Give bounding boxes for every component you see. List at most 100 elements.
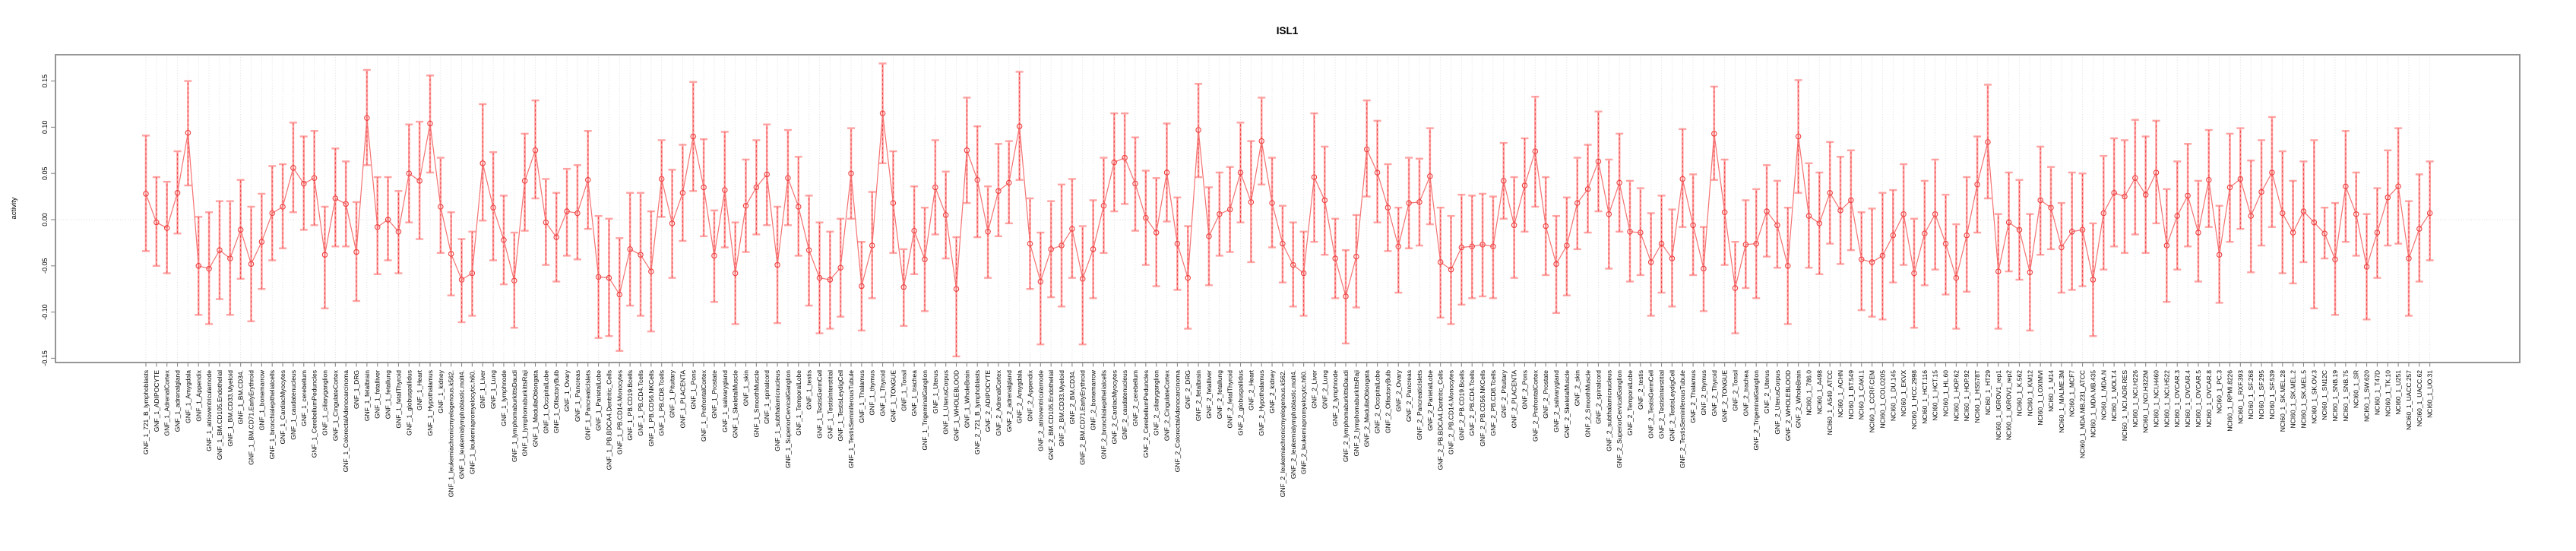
x-tick-label: NCI60_1_OVCAR.3 — [2173, 370, 2181, 428]
error-bar — [362, 68, 371, 166]
x-tick-label: GNF_2_Thalamus — [1689, 370, 1697, 423]
y-tick-label: -0.05 — [41, 258, 49, 274]
error-bar — [1983, 84, 1992, 200]
x-tick-label: NCI60_1_SF.268 — [2247, 370, 2255, 420]
x-tick-label: NCI60_1_KM12 — [2026, 370, 2033, 416]
x-tick-label: GNF_1_Tonsil — [900, 370, 907, 411]
data-point-marker — [985, 229, 991, 235]
x-tick-label: GNF_2_OlfactoryBulb — [1384, 370, 1391, 433]
data-point-marker — [1964, 232, 1970, 239]
data-point-marker — [1490, 243, 1496, 250]
data-point-marker — [764, 171, 770, 178]
data-point-marker — [1932, 211, 1938, 217]
series-line — [145, 113, 2431, 299]
error-bars — [142, 62, 2434, 358]
x-tick-label: GNF_1_CardiacMyocytes — [279, 370, 286, 444]
x-tick-label: NCI60_1_NCI.H226 — [2131, 370, 2139, 428]
data-point-marker — [1269, 200, 1275, 206]
x-tick-label: NCI60_1_OVCAR.8 — [2205, 370, 2213, 428]
x-tick-label: NCI60_1_SF.539 — [2268, 370, 2276, 420]
error-bar — [2310, 139, 2318, 309]
data-point-marker — [521, 178, 528, 184]
x-tick-label: GNF_1_SuperiorCervicalGanglion — [784, 370, 792, 468]
data-point-marker — [974, 176, 980, 183]
error-bar — [384, 176, 392, 261]
data-point-marker — [2059, 244, 2065, 251]
y-tick-label: -0.10 — [41, 304, 49, 320]
data-point-marker — [1237, 169, 1244, 176]
x-tick-label: GNF_2_SuperiorCervicalGanglion — [1616, 370, 1623, 468]
x-tick-label: GNF_1_leukemiachronicmyelogenous.k562. — [448, 370, 455, 497]
x-tick-label: GNF_2_PancreaticIslets — [1416, 370, 1423, 440]
x-tick-label: GNF_1_BM.CD105.Endothelial — [216, 370, 223, 460]
x-tick-label: GNF_2_Amygdala — [1016, 370, 1024, 423]
error-bar — [142, 135, 150, 252]
x-tick-label: NCI60_1_SF.295 — [2258, 370, 2265, 420]
data-point-marker — [1595, 158, 1602, 165]
x-tick-label: GNF_1_caudatenucleus — [290, 370, 297, 440]
data-point-marker — [1869, 259, 1875, 265]
error-bar — [1468, 195, 1476, 299]
x-tick-label: GNF_2_lymphomaburkittsRaji — [1353, 370, 1360, 456]
x-tick-label: NCI60_1_A549_ATCC — [1826, 370, 1834, 435]
data-point-marker — [1543, 223, 1549, 230]
data-point-marker — [1185, 274, 1191, 281]
data-point-marker — [153, 219, 160, 226]
x-tick-label: NCI60_1_U251 — [2394, 370, 2402, 415]
x-tick-label: GNF_2_Tonsil — [1732, 370, 1739, 411]
x-tick-label: GNF_1_fetalbrain — [363, 370, 371, 421]
data-point-marker — [290, 165, 296, 171]
data-point-marker — [711, 252, 717, 259]
data-point-marker — [1942, 240, 1949, 247]
x-tick-label: GNF_2_ADIPOCYTE — [984, 370, 992, 432]
data-point-marker — [469, 270, 476, 277]
plot-frame — [55, 54, 2521, 363]
data-point-marker — [701, 184, 707, 191]
data-point-marker — [648, 268, 654, 274]
data-point-marker — [2048, 204, 2054, 211]
data-point-marker — [638, 252, 644, 258]
data-point-marker — [364, 115, 370, 121]
error-bar — [1015, 71, 1024, 181]
data-point-marker — [1363, 146, 1370, 153]
data-point-marker — [501, 237, 507, 243]
x-tick-label: NCI60_1_HOP.92 — [1963, 370, 1970, 422]
data-point-marker — [311, 175, 318, 182]
error-bar — [479, 103, 487, 222]
data-point-marker — [690, 133, 697, 140]
data-point-marker — [395, 229, 402, 235]
y-tick-label: -0.15 — [41, 350, 49, 366]
x-tick-label: GNF_1_skin — [742, 370, 750, 407]
x-tick-label: GNF_1_PB.CD14.Monocytes — [616, 370, 623, 454]
y-tick-label: 0.10 — [41, 121, 49, 135]
data-point-marker — [616, 291, 623, 298]
data-point-marker — [1479, 242, 1486, 248]
data-point-marker — [1616, 179, 1622, 186]
x-tick-label: GNF_2_Prostate — [1542, 370, 1549, 419]
x-tick-label: NCI60_1_SK.OV.3 — [2310, 370, 2318, 424]
data-point-marker — [2363, 264, 2370, 270]
x-tick-label: GNF_1_TestisSeminiferousTubule — [847, 370, 855, 468]
error-bar — [1489, 195, 1497, 299]
x-tick-label: NCI60_1_HL.60 — [1942, 370, 1950, 416]
data-point-marker — [827, 277, 834, 283]
x-tick-label: GNF_1_leukemiapromyelocytic.h60. — [468, 370, 476, 474]
data-point-marker — [1764, 208, 1770, 214]
x-tick-label: GNF_2_lymphnode — [1331, 370, 1339, 426]
data-point-marker — [1606, 211, 1612, 217]
data-point-marker — [438, 204, 444, 210]
data-point-marker — [1343, 293, 1349, 299]
data-point-marker — [185, 129, 191, 136]
data-point-marker — [2163, 242, 2170, 249]
data-point-marker — [1132, 180, 1138, 187]
x-tick-label: NCI60_1_NCI.H460 — [2153, 370, 2160, 428]
error-bar — [1394, 206, 1403, 294]
x-tick-label: GNF_1_TestisInterstitial — [826, 370, 834, 439]
x-tick-label: GNF_2_Ovary — [1394, 369, 1402, 412]
x-tick-label: GNF_2_DRG — [1184, 370, 1191, 409]
data-point-marker — [890, 200, 897, 206]
x-tick-label: GNF_1_Heart — [416, 369, 423, 410]
error-bar — [1857, 211, 1866, 312]
data-point-marker — [1143, 214, 1149, 221]
